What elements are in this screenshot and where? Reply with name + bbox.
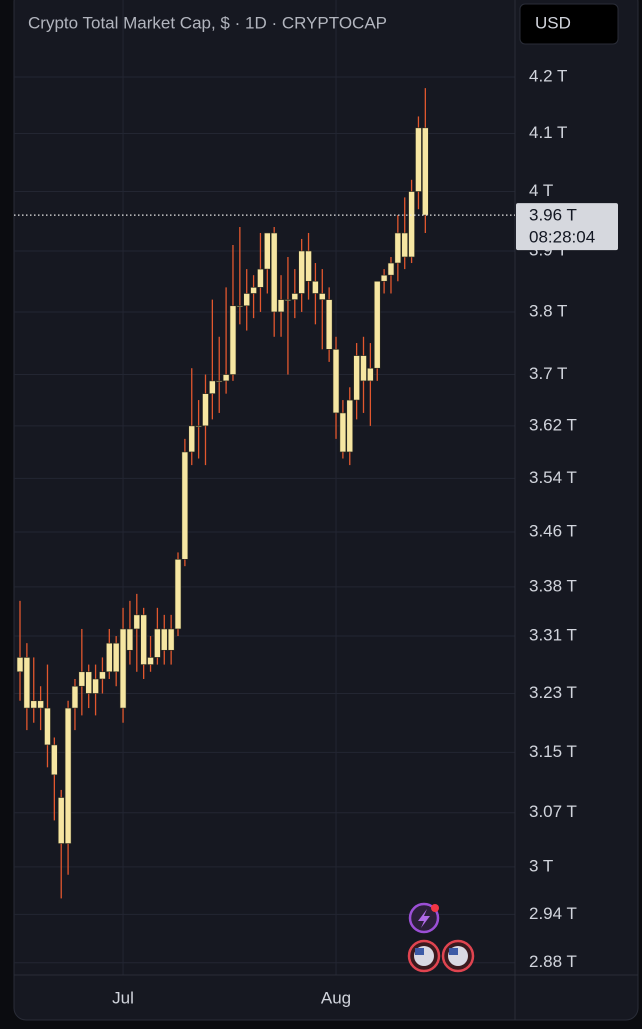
lightning bbox=[418, 909, 430, 928]
candle-body bbox=[85, 671, 92, 694]
chart-frame bbox=[13, 0, 639, 1021]
x-tick-label: Aug bbox=[321, 988, 351, 1007]
candle-body bbox=[30, 700, 38, 709]
candle-body bbox=[222, 374, 230, 382]
candle-body bbox=[270, 232, 278, 313]
candle-body bbox=[312, 280, 319, 294]
candle-body bbox=[298, 250, 305, 294]
candle-body bbox=[277, 299, 285, 313]
candle-body bbox=[44, 707, 51, 746]
candle-body bbox=[202, 393, 209, 427]
x-tick-label: Jul bbox=[112, 988, 134, 1007]
y-tick-label: 4.1 T bbox=[529, 123, 567, 142]
candle-body bbox=[318, 293, 326, 300]
candle-body bbox=[367, 367, 374, 382]
candle-body bbox=[195, 425, 202, 428]
candle-body bbox=[408, 191, 415, 258]
candle-body bbox=[325, 299, 333, 350]
candle-body bbox=[112, 642, 120, 673]
y-tick-label: 2.94 T bbox=[529, 904, 577, 923]
candle-body bbox=[57, 797, 65, 844]
candle-body bbox=[106, 642, 113, 673]
candle-body bbox=[291, 293, 299, 300]
candle-body bbox=[401, 232, 409, 258]
flag-canton bbox=[449, 948, 458, 955]
candle-body bbox=[126, 628, 134, 651]
y-tick-label: 3.07 T bbox=[529, 802, 577, 821]
candle-body bbox=[339, 412, 347, 453]
labels: 4.2 T4.1 T4 T3.9 T3.8 T3.7 T3.62 T3.54 T… bbox=[14, 66, 618, 1007]
event-icons bbox=[407, 902, 475, 973]
candle-body bbox=[387, 262, 395, 276]
y-tick-label: 3 T bbox=[529, 856, 553, 875]
candle-body bbox=[16, 657, 24, 673]
y-tick-label: 4 T bbox=[529, 181, 553, 200]
candle-body bbox=[51, 744, 58, 776]
candle-body bbox=[147, 657, 154, 665]
candle-body bbox=[250, 287, 257, 294]
candle-body bbox=[305, 250, 312, 282]
current-price-box bbox=[516, 203, 618, 251]
candle-body bbox=[243, 293, 251, 307]
y-tick-label: 3.54 T bbox=[529, 468, 577, 487]
candle-body bbox=[174, 558, 182, 630]
candle-body bbox=[215, 380, 223, 383]
candle-body bbox=[346, 399, 354, 453]
y-tick-label: 3.23 T bbox=[529, 683, 577, 702]
candle-body bbox=[264, 232, 271, 270]
candle-body bbox=[181, 451, 189, 560]
y-tick-label: 2.88 T bbox=[529, 952, 577, 971]
candle-body bbox=[422, 127, 429, 216]
candle-body bbox=[229, 305, 237, 375]
y-tick-label: 3.7 T bbox=[529, 364, 567, 383]
candle-body bbox=[394, 232, 402, 264]
y-tick-label: 3.8 T bbox=[529, 301, 567, 320]
candle-body bbox=[92, 678, 99, 694]
candle-body bbox=[119, 628, 127, 709]
candle-body bbox=[133, 614, 141, 630]
candle-body bbox=[37, 700, 44, 709]
y-tick-label: 3.38 T bbox=[529, 576, 577, 595]
currency-button-label[interactable]: USD bbox=[535, 13, 571, 32]
candle-body bbox=[284, 299, 292, 301]
candle-body bbox=[188, 425, 196, 453]
chart-title: Crypto Total Market Cap, $ · 1D · CRYPTO… bbox=[28, 13, 387, 32]
event-dot bbox=[431, 904, 439, 912]
candle-body bbox=[380, 274, 388, 282]
candle-body bbox=[360, 355, 367, 382]
candle-body bbox=[64, 707, 72, 844]
candle-body bbox=[332, 349, 340, 414]
current-price-label: 3.96 T bbox=[529, 206, 577, 225]
candle-body bbox=[140, 614, 147, 665]
candle-body bbox=[209, 380, 216, 394]
currency-button[interactable] bbox=[519, 3, 619, 45]
candle-body bbox=[353, 355, 360, 401]
candle-body bbox=[373, 280, 381, 369]
candle-body bbox=[154, 628, 161, 658]
candle-body bbox=[23, 657, 31, 709]
countdown: 08:28:04 bbox=[529, 228, 595, 247]
candle-body bbox=[160, 628, 168, 651]
candle-body bbox=[236, 305, 244, 308]
candles bbox=[16, 88, 429, 899]
flag-canton bbox=[415, 948, 424, 955]
y-tick-label: 3.46 T bbox=[529, 521, 577, 540]
candle-body bbox=[71, 685, 79, 709]
candle-body bbox=[99, 671, 106, 680]
candle-body bbox=[78, 671, 86, 687]
y-tick-label: 3.15 T bbox=[529, 742, 577, 761]
y-tick-label: 3.31 T bbox=[529, 626, 577, 645]
candle-body bbox=[167, 628, 175, 651]
candle-body bbox=[415, 127, 422, 192]
candle-body bbox=[257, 268, 264, 288]
y-tick-label: 4.2 T bbox=[529, 66, 567, 85]
y-tick-label: 3.62 T bbox=[529, 415, 577, 434]
grid bbox=[14, 0, 515, 975]
